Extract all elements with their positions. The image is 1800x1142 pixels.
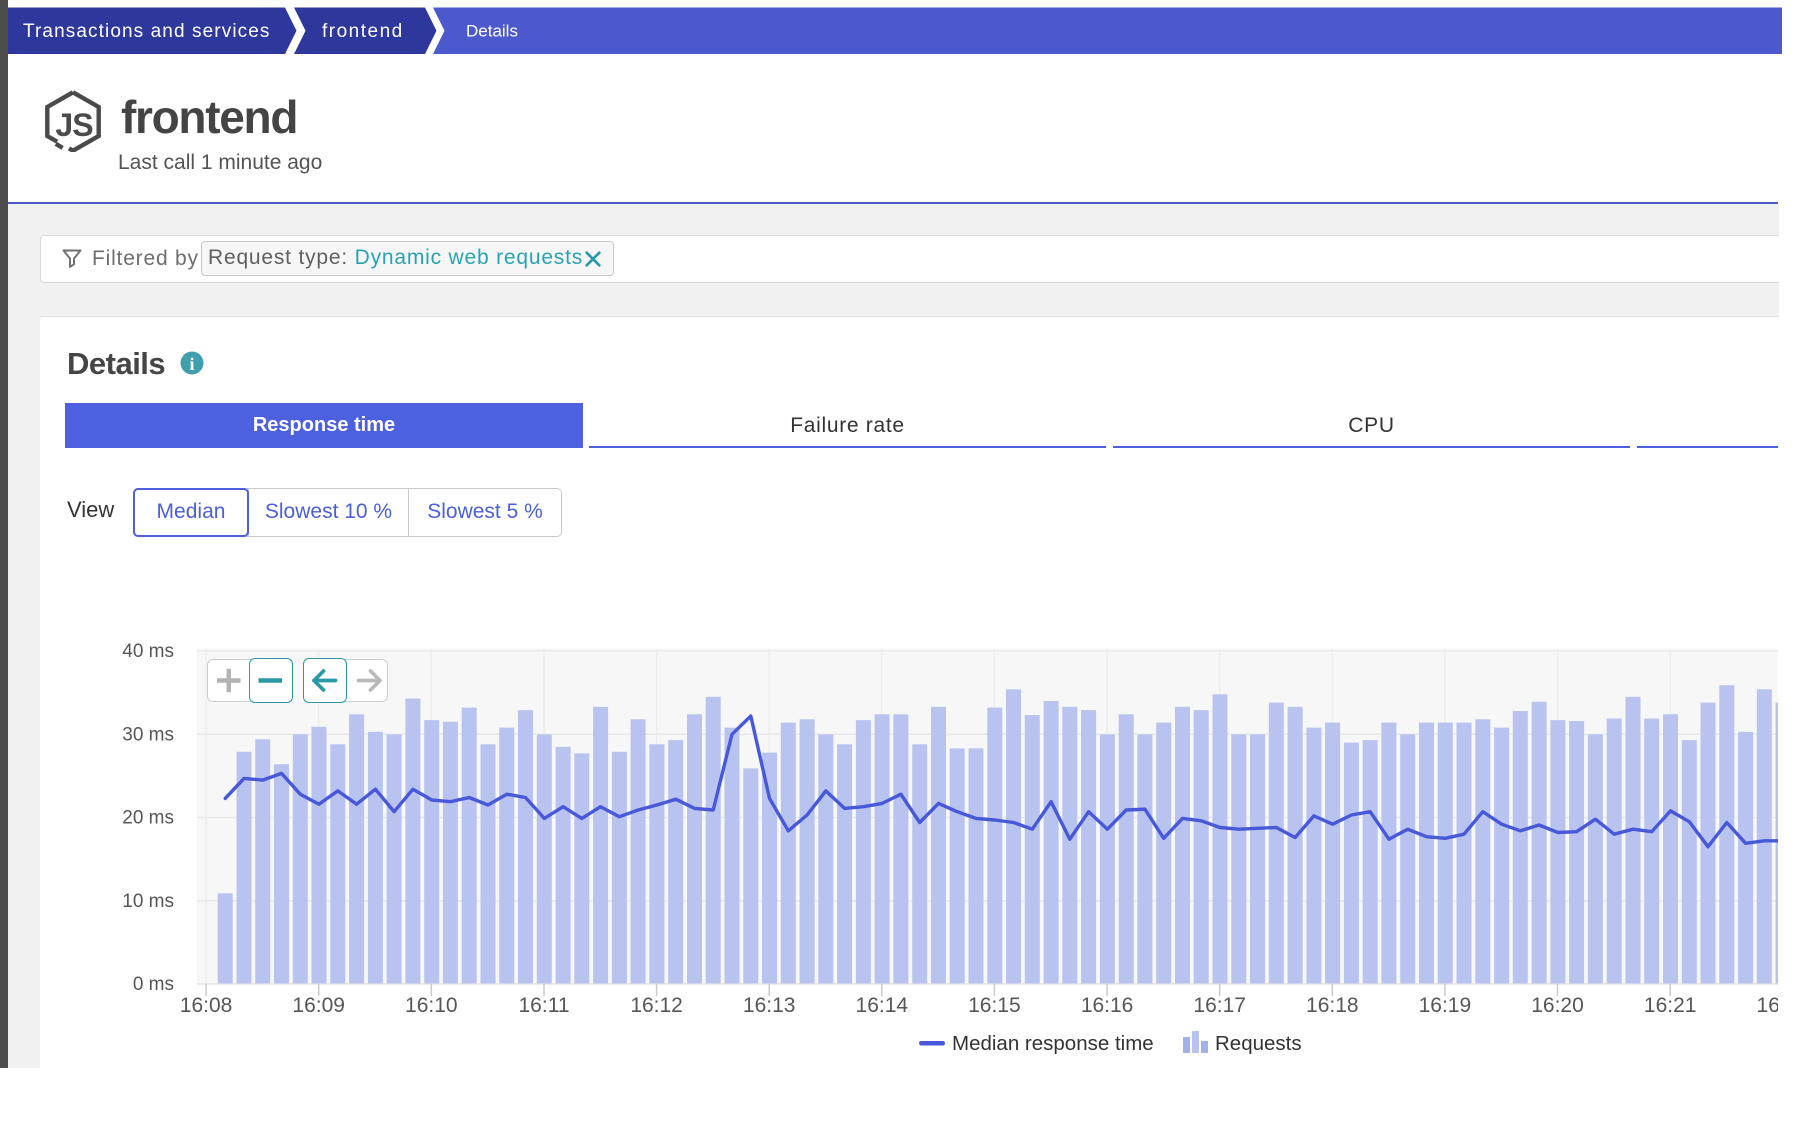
svg-text:16:21: 16:21 (1644, 994, 1697, 1017)
svg-text:16:08: 16:08 (180, 994, 233, 1017)
svg-text:16:17: 16:17 (1193, 994, 1246, 1017)
svg-text:frontend: frontend (322, 21, 404, 42)
svg-text:Requests: Requests (1215, 1032, 1302, 1055)
svg-text:16:20: 16:20 (1531, 994, 1584, 1017)
svg-text:16:22: 16:22 (1757, 994, 1800, 1017)
svg-text:0 ms: 0 ms (133, 974, 174, 995)
svg-text:16:13: 16:13 (743, 994, 796, 1017)
svg-text:16:11: 16:11 (519, 994, 570, 1017)
svg-text:i: i (189, 354, 194, 374)
svg-text:16:09: 16:09 (292, 994, 345, 1017)
svg-text:30 ms: 30 ms (122, 724, 174, 745)
svg-text:16:14: 16:14 (856, 994, 909, 1017)
svg-text:20 ms: 20 ms (122, 808, 174, 829)
svg-text:16:18: 16:18 (1306, 994, 1359, 1017)
svg-text:10 ms: 10 ms (122, 891, 174, 912)
svg-text:Transactions and services: Transactions and services (23, 21, 271, 42)
svg-text:40 ms: 40 ms (122, 641, 174, 662)
svg-text:16:19: 16:19 (1419, 994, 1472, 1017)
svg-text:16:16: 16:16 (1081, 994, 1134, 1017)
svg-text:Details: Details (466, 22, 518, 41)
svg-text:JS: JS (55, 107, 93, 143)
svg-text:16:10: 16:10 (405, 994, 458, 1017)
svg-text:16:15: 16:15 (968, 994, 1021, 1017)
svg-text:16:12: 16:12 (630, 994, 683, 1017)
svg-text:Median response time: Median response time (952, 1032, 1154, 1055)
